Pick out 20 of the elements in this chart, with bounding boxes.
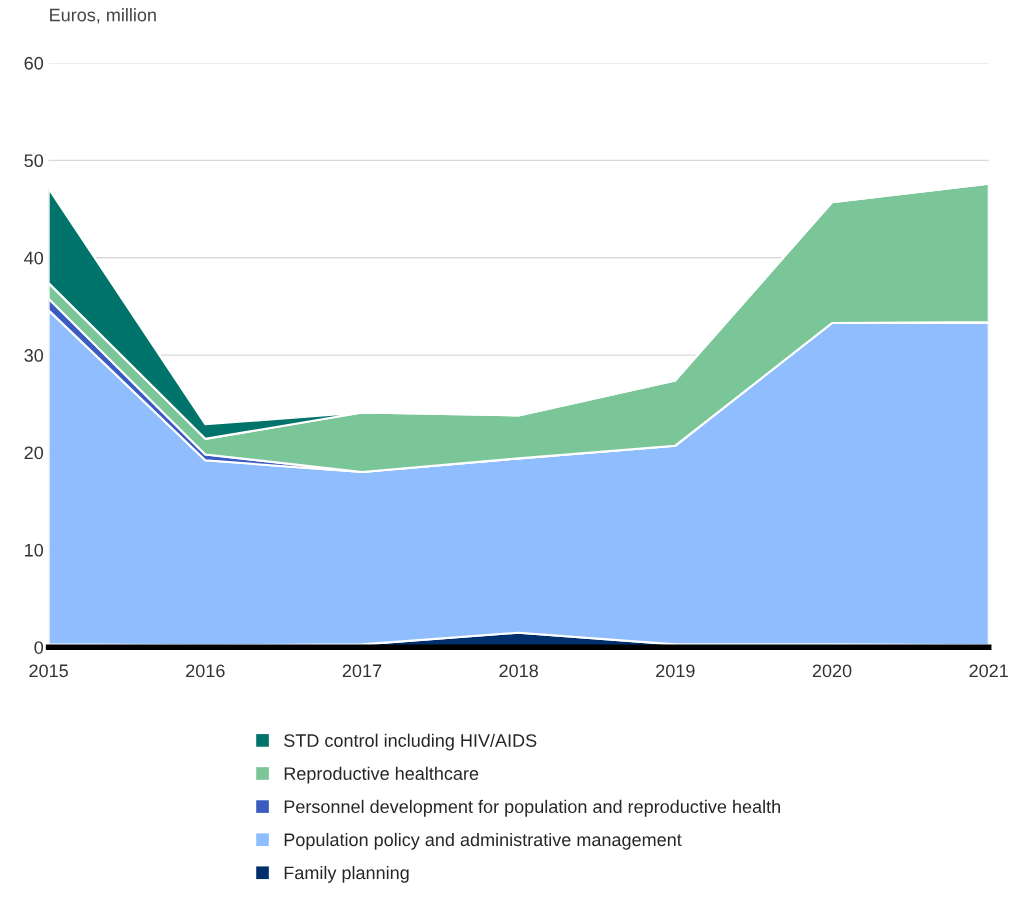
y-tick-label: 50 (24, 154, 44, 168)
y-axis-title: Euros, million (50, 8, 156, 24)
y-tick-label: 0 (34, 641, 44, 654)
legend-label: Family planning (284, 865, 409, 883)
x-tick-label: 2015 (29, 664, 68, 678)
legend-label: Population policy and administrative management (284, 832, 682, 850)
x-tick-label: 2016 (186, 664, 225, 678)
x-tick-label: 2021 (969, 664, 1008, 678)
y-tick-label: 30 (24, 349, 44, 362)
y-tick-label: 60 (24, 56, 44, 70)
legend-label: STD control including HIV/AIDS (284, 733, 537, 751)
x-tick-label: 2017 (342, 664, 382, 678)
x-tick-label: 2019 (656, 664, 695, 678)
legend-label: Personnel development for population and reproductive health (284, 799, 780, 817)
x-tick-label: 2020 (812, 664, 852, 678)
legend-label: Reproductive healthcare (284, 766, 479, 784)
y-tick-label: 10 (25, 543, 44, 557)
x-tick-label: 2018 (499, 664, 538, 678)
y-tick-label: 40 (24, 251, 44, 265)
y-tick-label: 20 (24, 446, 44, 460)
